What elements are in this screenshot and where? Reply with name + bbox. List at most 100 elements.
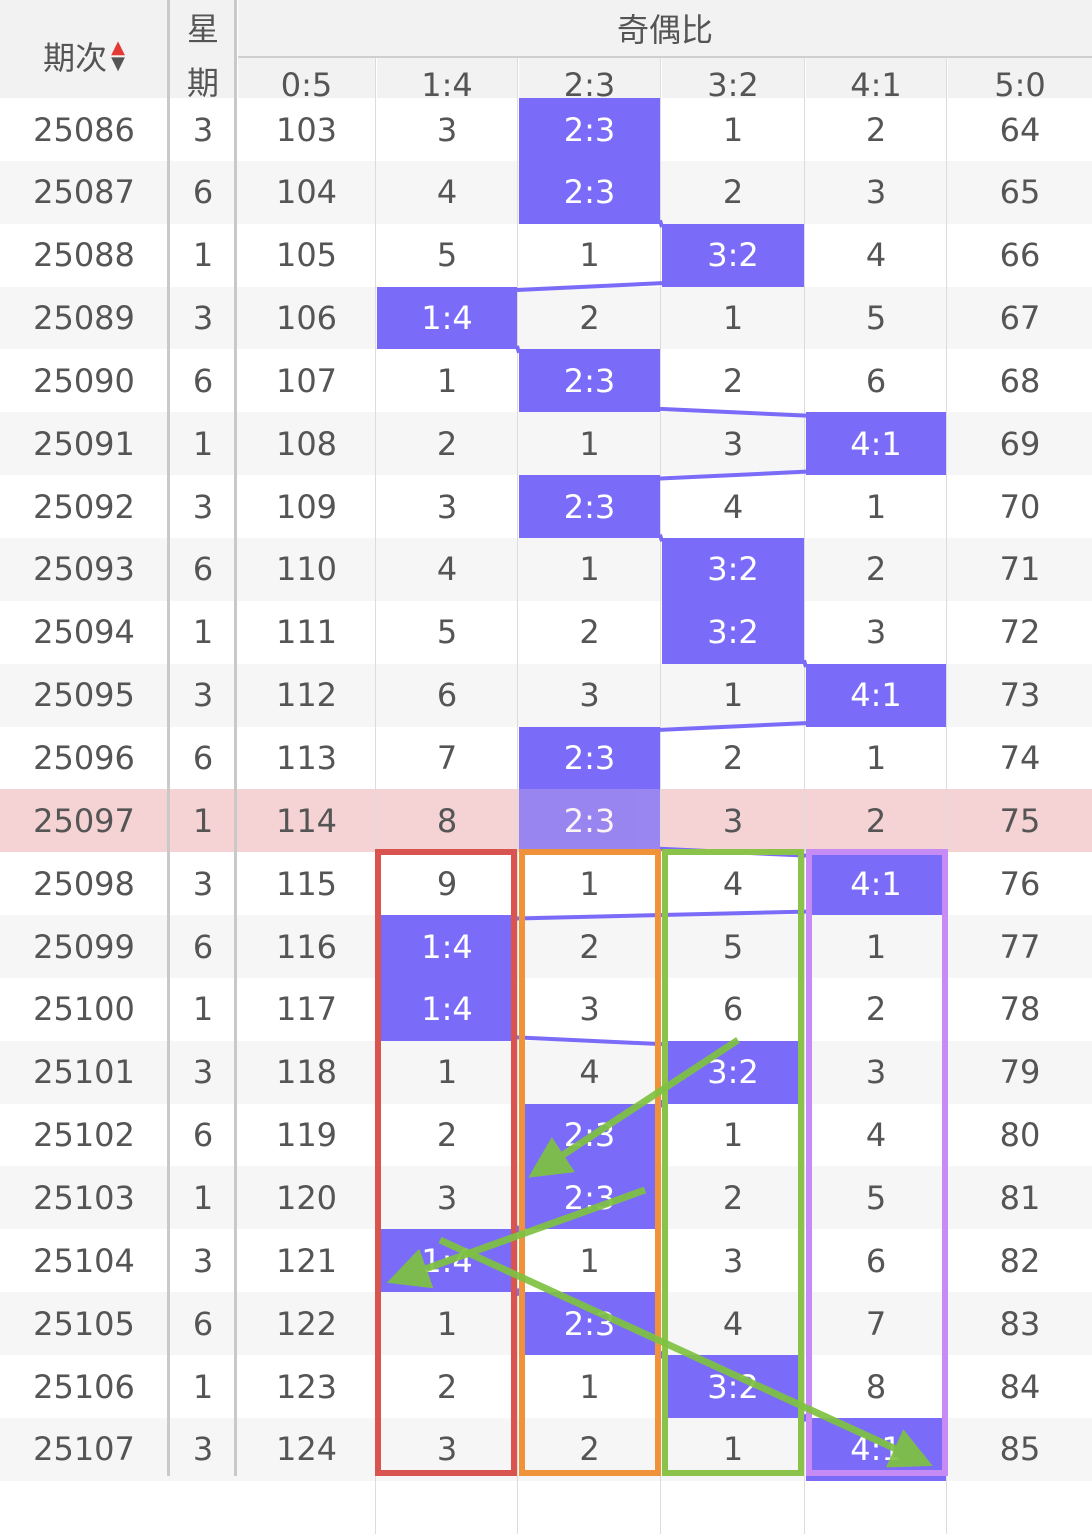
ratio-miss-count-cell: 2 bbox=[722, 1178, 744, 1217]
weekday-cell: 6 bbox=[192, 1116, 214, 1155]
ratio-miss-count-cell: 4 bbox=[436, 550, 458, 589]
weekday-header-bottom: 期 bbox=[186, 64, 219, 102]
ratio-miss-count-cell: 2 bbox=[579, 927, 600, 966]
period-cell: 25091 bbox=[33, 424, 135, 463]
ratio-miss-count-cell: 1 bbox=[579, 1241, 600, 1280]
divider bbox=[946, 58, 947, 1534]
table-row[interactable]: 25097 1 114 8 2:3 3 2 75 bbox=[0, 789, 1092, 853]
ratio-miss-count-cell: 67 bbox=[999, 299, 1041, 338]
table-row[interactable]: 25092 3 109 3 2:3 4 1 70 bbox=[0, 475, 1092, 539]
table-row[interactable]: 25093 6 110 4 1 3:2 2 71 bbox=[0, 537, 1092, 601]
weekday-cell: 3 bbox=[192, 487, 214, 526]
ratio-miss-count-cell: 64 bbox=[999, 110, 1041, 149]
ratio-miss-count-cell: 1 bbox=[436, 361, 458, 400]
table-row[interactable]: 25101 3 118 1 4 3:2 3 79 bbox=[0, 1040, 1092, 1104]
table-row[interactable]: 25091 1 108 2 1 3 4:1 69 bbox=[0, 412, 1092, 476]
period-cell: 25103 bbox=[33, 1178, 135, 1217]
ratio-miss-count-cell: 5 bbox=[722, 927, 744, 966]
period-cell: 25104 bbox=[33, 1241, 135, 1280]
ratio-miss-count-cell: 1 bbox=[722, 1430, 744, 1469]
weekday-cell: 1 bbox=[192, 1367, 214, 1406]
ratio-miss-count-cell: 109 bbox=[275, 487, 338, 526]
group-header: 奇偶比 bbox=[238, 0, 1092, 56]
weekday-cell: 1 bbox=[192, 424, 214, 463]
ratio-hit-cell: 2:3 bbox=[519, 789, 660, 853]
period-header[interactable]: 期次 ▲ ▼ bbox=[0, 0, 168, 112]
ratio-miss-count-cell: 1 bbox=[579, 424, 600, 463]
table-row[interactable]: 25094 1 111 5 2 3:2 3 72 bbox=[0, 600, 1092, 664]
ratio-miss-count-cell: 103 bbox=[275, 110, 338, 149]
ratio-miss-count-cell: 4 bbox=[722, 487, 744, 526]
ratio-miss-count-cell: 111 bbox=[275, 613, 338, 652]
ratio-miss-count-cell: 3 bbox=[722, 1241, 744, 1280]
ratio-miss-count-cell: 4 bbox=[865, 236, 887, 275]
weekday-cell: 1 bbox=[192, 1178, 214, 1217]
ratio-miss-count-cell: 106 bbox=[275, 299, 338, 338]
ratio-miss-count-cell: 122 bbox=[275, 1304, 338, 1343]
ratio-miss-count-cell: 123 bbox=[275, 1367, 338, 1406]
period-cell: 25090 bbox=[33, 361, 135, 400]
table-row[interactable]: 25103 1 120 3 2:3 2 5 81 bbox=[0, 1166, 1092, 1230]
period-cell: 25102 bbox=[33, 1116, 135, 1155]
ratio-miss-count-cell: 9 bbox=[436, 864, 458, 903]
ratio-miss-count-cell: 85 bbox=[999, 1430, 1041, 1469]
ratio-miss-count-cell: 124 bbox=[275, 1430, 338, 1469]
table-row[interactable]: 25102 6 119 2 2:3 1 4 80 bbox=[0, 1103, 1092, 1167]
divider bbox=[238, 56, 1092, 58]
sort-icon[interactable]: ▲ ▼ bbox=[111, 39, 125, 73]
ratio-miss-count-cell: 77 bbox=[999, 927, 1041, 966]
weekday-cell: 3 bbox=[192, 1430, 214, 1469]
weekday-cell: 3 bbox=[192, 1241, 214, 1280]
ratio-miss-count-cell: 65 bbox=[999, 173, 1041, 212]
ratio-hit-cell: 3:2 bbox=[662, 600, 804, 664]
table-row[interactable]: 25099 6 116 1:4 2 5 1 77 bbox=[0, 915, 1092, 979]
ratio-miss-count-cell: 1 bbox=[722, 299, 744, 338]
ratio-miss-count-cell: 73 bbox=[999, 676, 1041, 715]
ratio-hit-cell: 1:4 bbox=[377, 1229, 517, 1293]
ratio-miss-count-cell: 75 bbox=[999, 801, 1041, 840]
ratio-miss-count-cell: 80 bbox=[999, 1116, 1041, 1155]
ratio-miss-count-cell: 115 bbox=[275, 864, 338, 903]
weekday-cell: 6 bbox=[192, 739, 214, 777]
table-row[interactable]: 25104 3 121 1:4 1 3 6 82 bbox=[0, 1229, 1092, 1293]
table-row[interactable]: 25089 3 106 1:4 2 1 5 67 bbox=[0, 286, 1092, 350]
table-row[interactable]: 25106 1 123 2 1 3:2 8 84 bbox=[0, 1355, 1092, 1418]
table-row[interactable]: 25105 6 122 1 2:3 4 7 83 bbox=[0, 1292, 1092, 1356]
table-row[interactable]: 25096 6 113 7 2:3 2 1 74 bbox=[0, 726, 1092, 790]
ratio-miss-count-cell: 120 bbox=[275, 1178, 338, 1217]
ratio-miss-count-cell: 4 bbox=[579, 1053, 600, 1092]
ratio-miss-count-cell: 1 bbox=[865, 739, 887, 777]
ratio-miss-count-cell: 117 bbox=[275, 990, 338, 1029]
table-row[interactable]: 25088 1 105 5 1 3:2 4 66 bbox=[0, 223, 1092, 287]
ratio-miss-count-cell: 112 bbox=[275, 676, 338, 715]
ratio-hit-cell: 2:3 bbox=[519, 1166, 660, 1230]
ratio-miss-count-cell: 3 bbox=[865, 613, 887, 652]
ratio-miss-count-cell: 68 bbox=[999, 361, 1041, 400]
table-row[interactable]: 25095 3 112 6 3 1 4:1 73 bbox=[0, 663, 1092, 727]
period-cell: 25097 bbox=[33, 801, 135, 840]
table-row[interactable]: 25100 1 117 1:4 3 6 2 78 bbox=[0, 977, 1092, 1041]
ratio-miss-count-cell: 2 bbox=[579, 299, 600, 338]
ratio-hit-cell: 2:3 bbox=[519, 1292, 660, 1356]
table-row[interactable]: 25107 3 124 3 2 1 4:1 85 bbox=[0, 1417, 1092, 1481]
ratio-hit-cell: 1:4 bbox=[377, 915, 517, 979]
table-row[interactable]: 25090 6 107 1 2:3 2 6 68 bbox=[0, 349, 1092, 413]
weekday-cell: 3 bbox=[192, 299, 214, 338]
ratio-miss-count-cell: 1 bbox=[579, 864, 600, 903]
ratio-miss-count-cell: 1 bbox=[579, 236, 600, 275]
ratio-hit-cell: 2:3 bbox=[519, 726, 660, 790]
ratio-miss-count-cell: 69 bbox=[999, 424, 1041, 463]
weekday-cell: 3 bbox=[192, 1053, 214, 1092]
ratio-miss-count-cell: 1 bbox=[436, 1304, 458, 1343]
ratio-hit-cell: 4:1 bbox=[806, 663, 946, 727]
weekday-cell: 1 bbox=[192, 801, 214, 840]
ratio-miss-count-cell: 5 bbox=[436, 236, 458, 275]
period-cell: 25095 bbox=[33, 676, 135, 715]
period-cell: 25087 bbox=[33, 173, 135, 212]
divider bbox=[660, 58, 661, 1534]
table-row[interactable]: 25086 3 103 3 2:3 1 2 64 bbox=[0, 98, 1092, 161]
ratio-miss-count-cell: 1 bbox=[722, 676, 744, 715]
ratio-hit-cell: 1:4 bbox=[377, 286, 517, 350]
table-row[interactable]: 25098 3 115 9 1 4 4:1 76 bbox=[0, 852, 1092, 916]
table-row[interactable]: 25087 6 104 4 2:3 2 3 65 bbox=[0, 160, 1092, 224]
